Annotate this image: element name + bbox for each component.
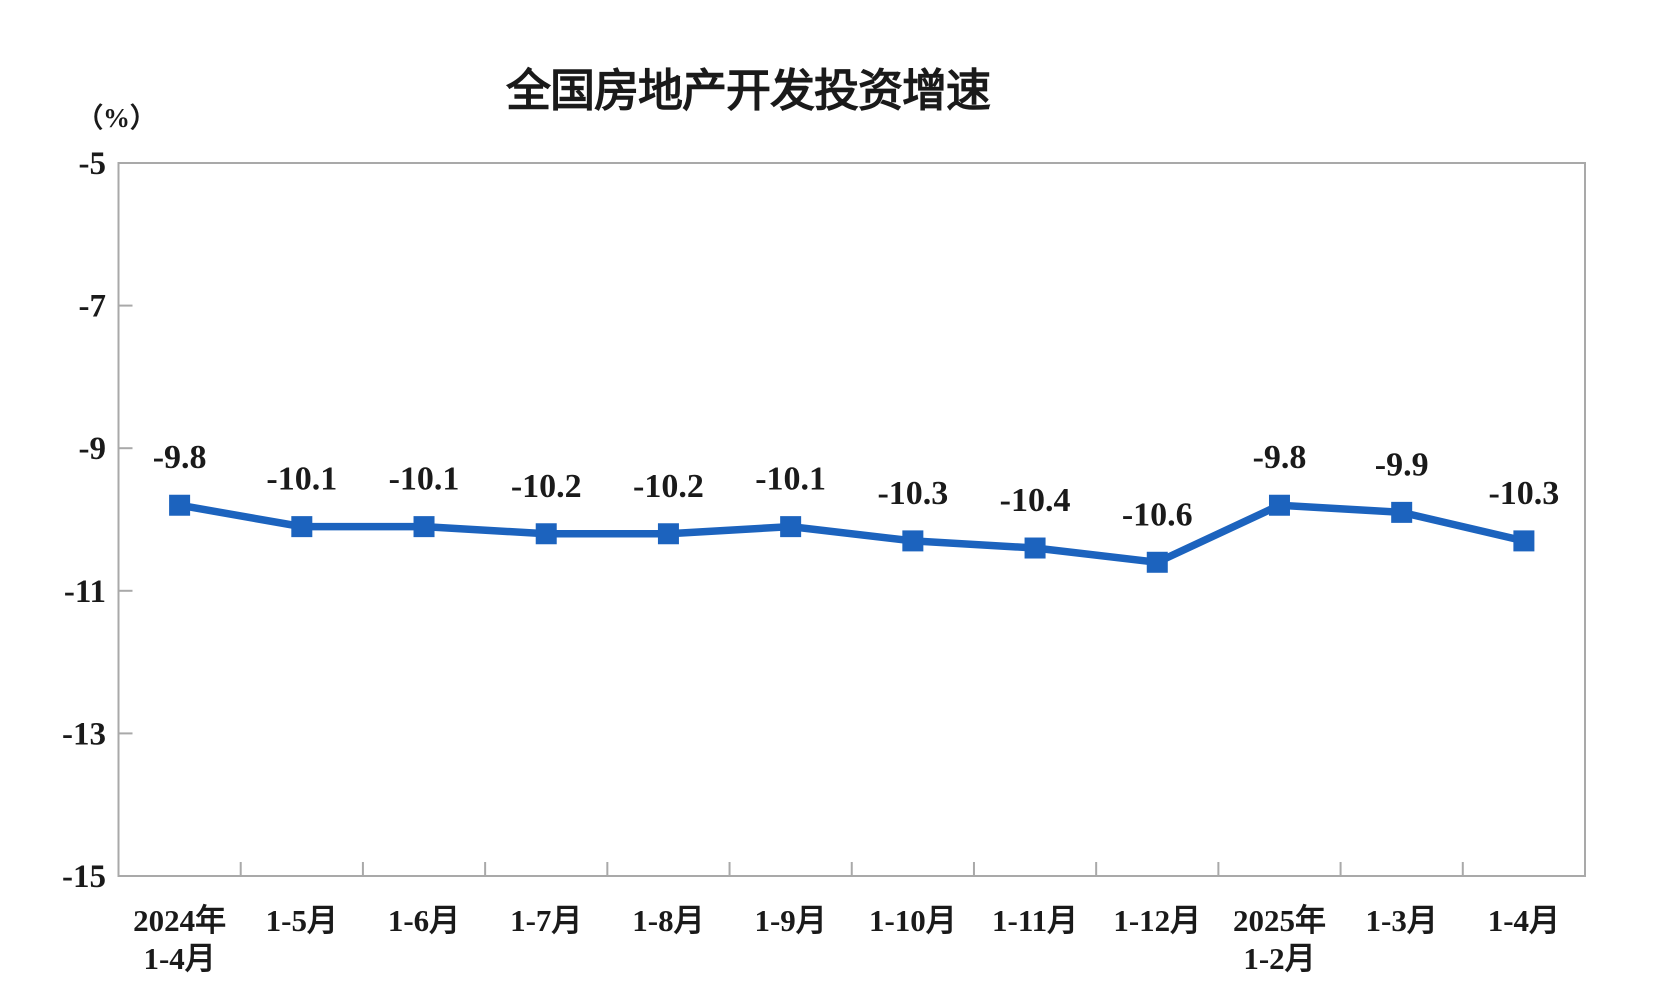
- x-axis-label: 2025年 1-2月: [1233, 903, 1326, 976]
- x-axis-label: 1-10月: [869, 903, 957, 938]
- data-point-marker: [291, 516, 313, 538]
- data-point-label: -10.1: [266, 461, 337, 498]
- data-point-label: -10.2: [511, 468, 582, 505]
- data-point-marker: [1024, 537, 1046, 559]
- data-point-marker: [657, 523, 679, 545]
- x-axis-label: 1-6月: [388, 903, 460, 938]
- data-point-marker: [902, 530, 924, 552]
- data-point-label: -10.3: [1488, 475, 1559, 512]
- x-axis-label: 1-12月: [1113, 903, 1201, 938]
- y-axis-label: -7: [79, 289, 107, 325]
- x-axis-label: 2024年 1-4月: [133, 903, 226, 976]
- data-point-label: -10.3: [877, 475, 948, 512]
- x-axis-label: 1-11月: [992, 903, 1078, 938]
- series-line: [175, 501, 1528, 567]
- data-point-label: -10.4: [1000, 482, 1071, 519]
- y-axis-label: -15: [62, 859, 106, 895]
- y-axis-label: -11: [64, 574, 106, 610]
- data-point-label: -10.6: [1122, 496, 1193, 533]
- x-axis-label: 1-9月: [754, 903, 826, 938]
- data-point-label: -9.8: [153, 439, 207, 476]
- data-point-marker: [169, 494, 191, 516]
- data-point-label: -10.2: [633, 468, 704, 505]
- data-point-marker: [1268, 494, 1290, 516]
- plot-border: [117, 162, 1586, 877]
- y-axis-label: -5: [79, 146, 107, 182]
- data-point-marker: [535, 523, 557, 545]
- data-point-label: -9.8: [1253, 439, 1307, 476]
- data-point-marker: [413, 516, 435, 538]
- data-point-marker: [1146, 551, 1168, 573]
- chart-title: 全国房地产开发投资增速: [505, 65, 991, 116]
- data-point-label: -9.9: [1375, 446, 1429, 483]
- x-axis-label: 1-3月: [1366, 903, 1438, 938]
- data-point-label: -10.1: [389, 461, 460, 498]
- x-axis-label: 1-4月: [1488, 903, 1560, 938]
- data-point-marker: [1391, 501, 1413, 523]
- x-axis-label: 1-7月: [510, 903, 582, 938]
- y-axis-label: -9: [79, 431, 107, 467]
- x-axis-label: 1-8月: [632, 903, 704, 938]
- data-point-marker: [780, 516, 802, 538]
- y-axis-unit-label: （%）: [76, 103, 157, 133]
- data-point-marker: [1513, 530, 1535, 552]
- data-point-label: -10.1: [755, 461, 826, 498]
- x-axis-label: 1-5月: [266, 903, 338, 938]
- y-axis-label: -13: [62, 716, 106, 752]
